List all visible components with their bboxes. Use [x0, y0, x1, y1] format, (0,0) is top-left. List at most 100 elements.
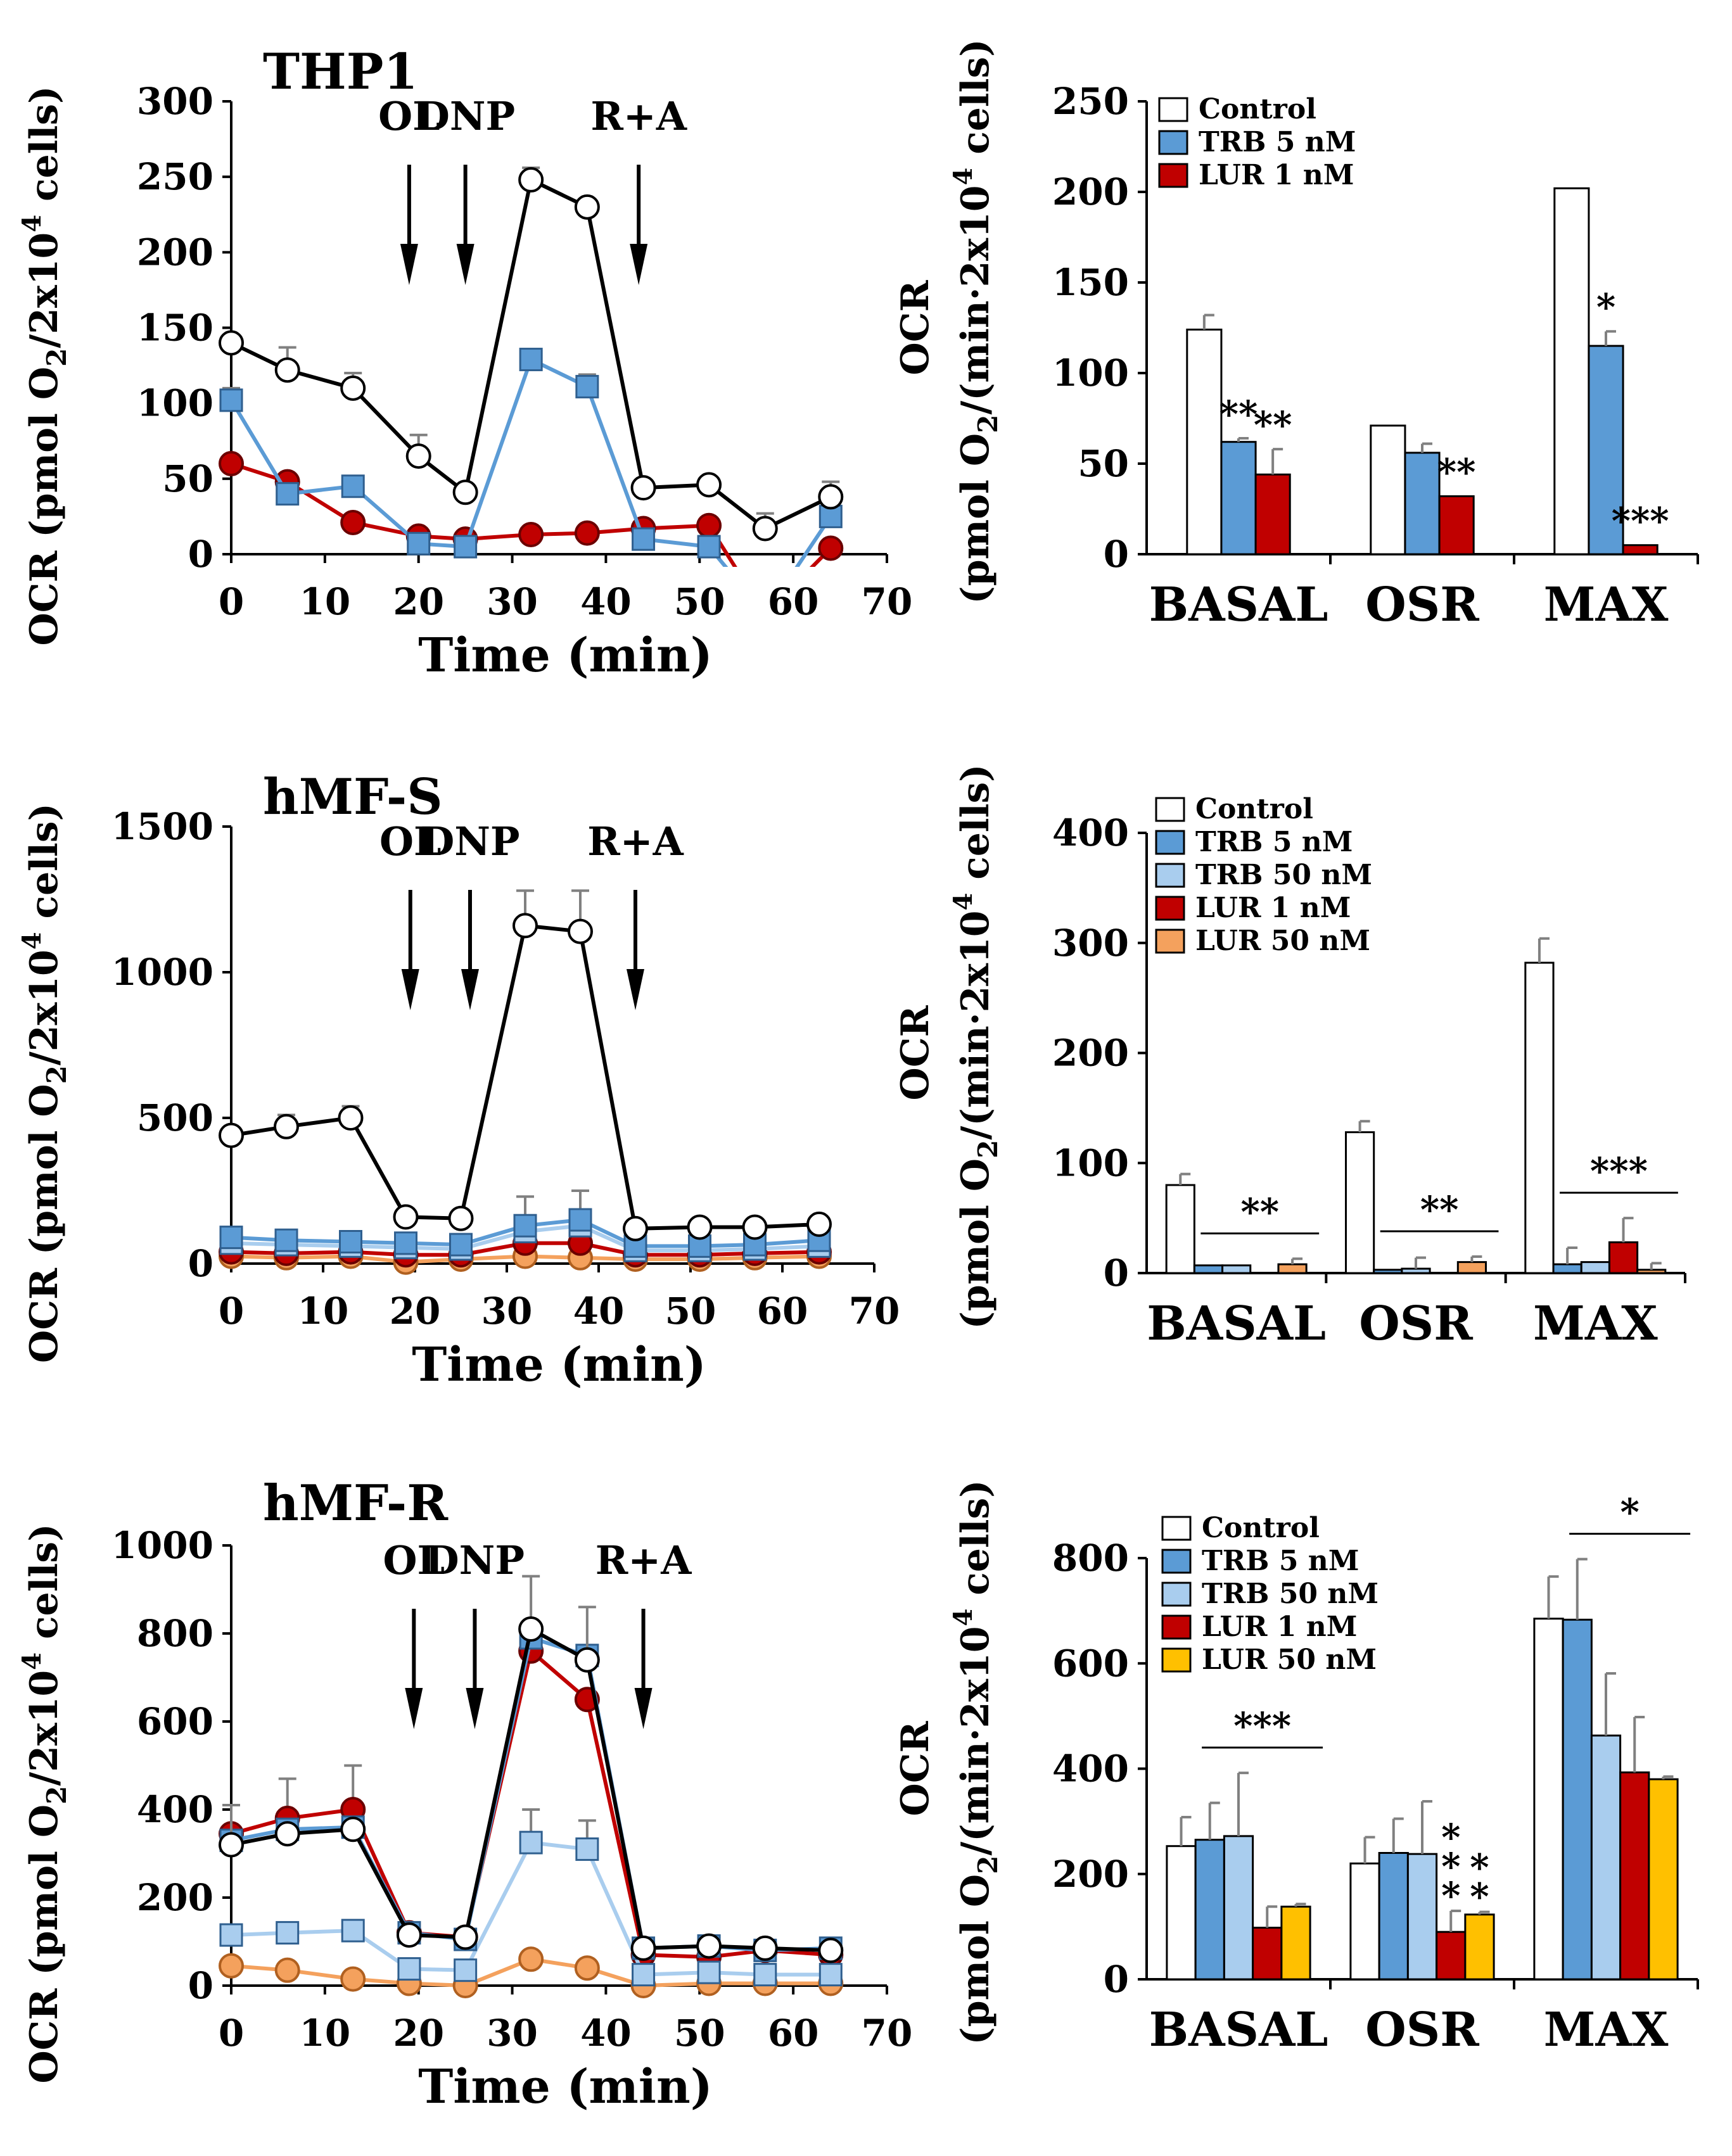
legend-label: Control	[1199, 93, 1316, 125]
bar	[1464, 1913, 1495, 1981]
y-axis-title: (pmol O2/(min·2x104 cells)	[948, 1480, 1003, 2045]
x-tick-label: 40	[573, 1290, 625, 1333]
data-point	[568, 1208, 592, 1232]
data-point	[219, 451, 244, 476]
x-axis-title: Time (min)	[412, 1338, 706, 1392]
data-point	[452, 1924, 478, 1950]
bar	[1619, 1771, 1650, 1981]
data-point	[407, 531, 431, 555]
plot-area	[219, 166, 844, 567]
data-point	[568, 918, 593, 944]
bar	[1166, 1845, 1197, 1981]
data-point	[513, 1214, 537, 1238]
significance-mark: **	[1420, 1188, 1459, 1231]
annotation-arrow-head	[461, 969, 479, 1010]
data-point	[696, 472, 722, 498]
bar	[1438, 495, 1475, 555]
line-chart-4: hMF-R 0 200 400 600 800 1000 0 10 20 30 40 50 60 70 Tim…	[111, 1474, 913, 2114]
legend-swatch	[1158, 163, 1188, 188]
y-axis-title-sup: 4	[948, 893, 978, 911]
y-axis-title-sup: 4	[17, 932, 47, 949]
annotation-arrow-head	[466, 1688, 484, 1729]
y-axis-title-sup: 4	[948, 1609, 978, 1627]
data-point	[818, 484, 844, 510]
x-tick-label: 40	[580, 580, 632, 623]
y-axis-title-sub: 2	[972, 1856, 1003, 1874]
legend-label: TRB 50 nM	[1202, 1578, 1379, 1610]
series-trb-50-nm	[219, 1808, 843, 1987]
y-tick-label: 200	[1052, 1032, 1129, 1075]
y-axis-title: OCR (pmol O2/2x104 cells)	[17, 86, 72, 646]
y-axis-title: (pmol O2/(min·2x104 cells)	[948, 39, 1003, 604]
data-point	[696, 1933, 722, 1959]
bar	[1193, 1264, 1224, 1274]
y-tick-label: 0	[1104, 533, 1129, 576]
data-point	[818, 1937, 844, 1963]
significance-mark: *	[1620, 1491, 1639, 1534]
legend-swatch	[1161, 1549, 1192, 1574]
legend-swatch	[1155, 797, 1185, 822]
annotation-arrow-head	[630, 244, 648, 285]
data-point	[274, 1113, 299, 1139]
y-tick-label: 150	[1052, 261, 1129, 304]
plot-area	[219, 1575, 844, 1998]
y-axis-title-tail: /2x10	[22, 949, 67, 1065]
legend-label: Control	[1202, 1512, 1320, 1544]
y-axis-title-sup: 4	[17, 1652, 47, 1670]
annotation-arrow-head	[634, 1688, 653, 1729]
data-point	[219, 330, 244, 356]
data-point	[574, 194, 600, 220]
data-point	[393, 1204, 419, 1230]
y-axis-title-sub: 2	[972, 1140, 1003, 1158]
y-tick-label: 300	[137, 80, 213, 123]
y-axis-title-main: (pmol O	[953, 1158, 998, 1329]
annotation-label: OL	[379, 818, 442, 865]
x-tick-label: 10	[299, 2012, 350, 2055]
y-tick-label: 200	[1052, 170, 1129, 213]
data-point	[697, 535, 721, 559]
x-tick-label: 50	[674, 580, 725, 623]
data-point	[340, 375, 366, 401]
category-label: BASAL	[1149, 2003, 1328, 2057]
y-tick-label: 500	[137, 1096, 213, 1139]
bar	[1349, 1862, 1380, 1981]
bar	[1186, 328, 1223, 555]
significance-mark: ***	[1233, 1704, 1291, 1747]
category-label: MAX	[1544, 578, 1669, 632]
data-point	[753, 1963, 777, 1987]
annotation-label: R+A	[595, 1537, 692, 1583]
y-axis-title-main: OCR (pmol O	[22, 1084, 67, 1363]
data-point	[518, 167, 544, 193]
bar	[1165, 1184, 1195, 1274]
y-axis-title: OCR (pmol O2/2x104 cells)	[17, 803, 72, 1363]
annotation-label: R+A	[587, 818, 684, 865]
data-point	[340, 509, 366, 535]
x-tick-label: 10	[299, 580, 350, 623]
data-point	[341, 474, 365, 498]
y-tick-label: 200	[1052, 1853, 1129, 1896]
significance-mark: **	[1219, 393, 1258, 436]
bar	[1406, 1853, 1438, 1981]
y-tick-label: 200	[137, 1876, 213, 1919]
x-tick-label: 20	[393, 2012, 444, 2055]
bar	[1622, 544, 1659, 555]
y-axis-title-end: cells)	[22, 86, 67, 215]
x-tick-label: 0	[219, 580, 244, 623]
annotation-label: OL	[378, 93, 440, 139]
x-tick-label: 20	[390, 1290, 441, 1333]
y-axis-title-sub: 2	[41, 1065, 72, 1084]
bar	[1552, 1263, 1582, 1274]
legend-swatch	[1155, 830, 1185, 855]
legend-label: Control	[1195, 793, 1313, 825]
data-point	[394, 1231, 417, 1255]
data-point	[630, 475, 656, 501]
bar	[1436, 1931, 1467, 1981]
y-tick-label: 300	[1052, 922, 1129, 965]
data-point	[340, 1966, 366, 1992]
bar	[1404, 452, 1441, 555]
annotation-arrow-head	[400, 244, 418, 285]
y-axis-title-sup: 4	[948, 168, 978, 186]
bar	[1636, 1269, 1667, 1274]
y-tick-label: 250	[137, 155, 213, 198]
legend-label: LUR 50 nM	[1195, 925, 1370, 957]
